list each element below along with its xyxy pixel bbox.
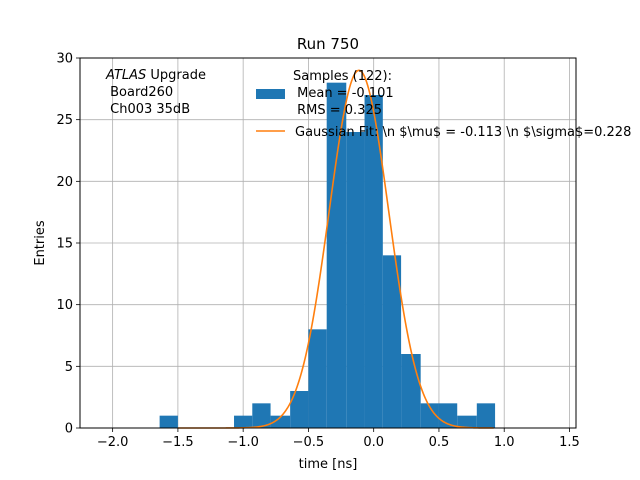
y-tick-label: 10 — [56, 298, 73, 313]
x-tick-label: −1.0 — [227, 435, 259, 450]
histogram-bar — [401, 354, 421, 428]
x-tick-label: 1.0 — [494, 435, 515, 450]
x-tick-label: −1.5 — [162, 435, 194, 450]
board-label: Board260 — [106, 85, 173, 100]
histogram-bar — [159, 415, 178, 428]
histogram-bar — [252, 403, 271, 428]
atlas-label: ATLAS Upgrade — [105, 68, 206, 83]
x-axis-label: time [ns] — [299, 457, 358, 472]
x-tick-label: 0.5 — [429, 435, 450, 450]
axis-ticks: −2.0 −1.5 −1.0 −0.5 0.0 0.5 1.0 1.5 0 5 10 15 20 25 30 — [56, 52, 579, 451]
y-tick-label: 20 — [56, 175, 73, 190]
x-tick-label: −0.5 — [293, 435, 325, 450]
legend-samples-title: Samples (122): — [293, 69, 392, 84]
histogram-bar — [346, 132, 365, 428]
histogram-bar — [234, 415, 253, 428]
upgrade-label: Upgrade — [146, 68, 206, 83]
atlas-italic: ATLAS — [105, 68, 146, 83]
y-tick-label: 30 — [56, 52, 73, 67]
legend: Samples (122): Mean = -0.101 RMS = 0.325… — [256, 69, 631, 140]
y-tick-label: 15 — [56, 237, 73, 252]
histogram-bar — [270, 415, 291, 428]
histogram-bars — [159, 82, 496, 429]
legend-samples-rms: RMS = 0.325 — [293, 103, 382, 118]
legend-fit-label: Gaussian Fit: \n $\mu$ = -0.113 \n $\sig… — [295, 125, 631, 140]
histogram-bar — [476, 403, 496, 428]
x-tick-label: 0.0 — [363, 435, 384, 450]
legend-samples-mean: Mean = -0.101 — [293, 86, 394, 101]
histogram-bar — [382, 255, 402, 428]
y-tick-label: 25 — [56, 113, 73, 128]
x-tick-label: −2.0 — [97, 435, 129, 450]
chart-title: Run 750 — [297, 35, 359, 53]
histogram-bar — [364, 95, 383, 428]
legend-samples-swatch — [256, 89, 285, 99]
y-tick-label: 0 — [65, 422, 73, 437]
atlas-annotation: ATLAS Upgrade Board260 Ch003 35dB — [105, 68, 206, 117]
histogram-bar — [290, 391, 309, 428]
channel-label: Ch003 35dB — [106, 102, 190, 117]
histogram-bar — [420, 403, 439, 428]
histogram-bar — [308, 329, 327, 428]
histogram-bar — [326, 82, 347, 429]
y-tick-label: 5 — [65, 360, 73, 375]
y-axis-label: Entries — [33, 220, 48, 266]
histogram-bar — [457, 415, 477, 428]
x-tick-label: 1.5 — [559, 435, 580, 450]
